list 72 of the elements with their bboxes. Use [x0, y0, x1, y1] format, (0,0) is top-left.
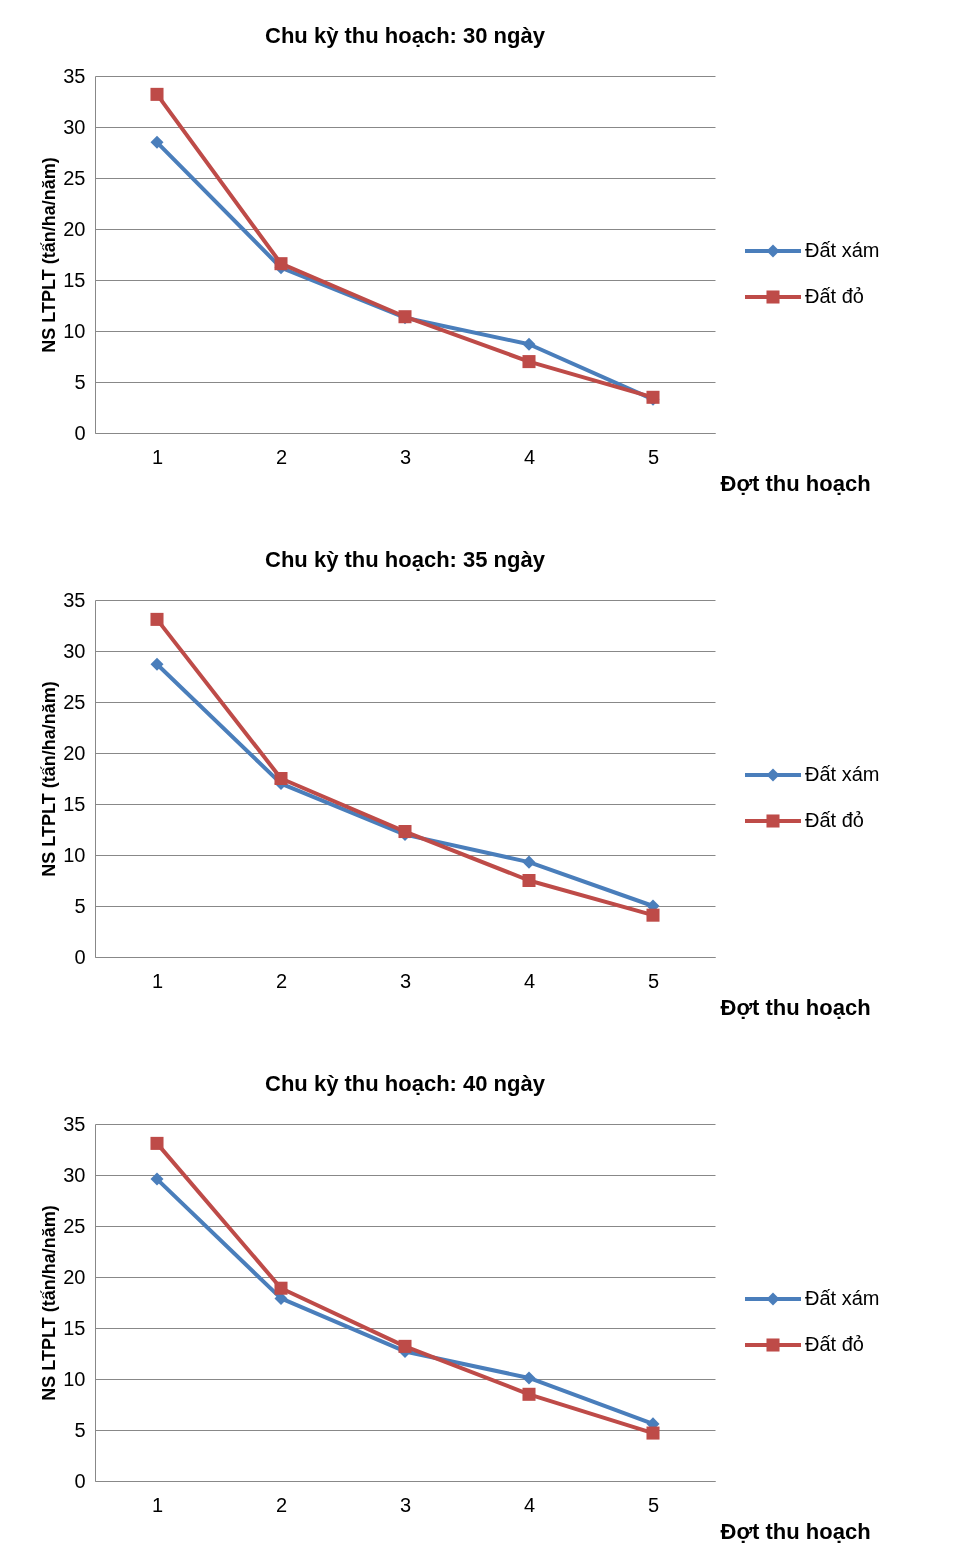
point [150, 87, 164, 101]
legend-label: Đất đỏ [805, 809, 864, 831]
y-tick-label: 0 [74, 1469, 86, 1492]
x-tick-label: 4 [523, 969, 536, 992]
point [150, 1136, 164, 1150]
x-tick-label: 3 [399, 1493, 412, 1516]
point [274, 257, 288, 271]
legend-label: Đất xám [805, 239, 880, 261]
x-axis-title: Đợt thu hoạch [720, 994, 871, 1020]
x-tick-label: 4 [523, 445, 536, 468]
y-tick-label: 20 [63, 217, 86, 240]
x-tick-label: 3 [399, 445, 412, 468]
y-tick-label: 10 [63, 843, 86, 866]
point [522, 337, 536, 351]
point [646, 908, 660, 922]
x-tick-label: 5 [647, 445, 660, 468]
x-tick-label: 5 [647, 969, 660, 992]
point [522, 355, 536, 369]
point [522, 855, 536, 869]
x-tick-label: 5 [647, 1493, 660, 1516]
x-axis-title: Đợt thu hoạch [720, 1518, 871, 1544]
point [274, 1281, 288, 1295]
x-tick-label: 2 [275, 1493, 288, 1516]
point [646, 1426, 660, 1440]
y-tick-label: 35 [63, 64, 86, 87]
y-tick-label: 5 [74, 894, 86, 917]
y-tick-label: 20 [63, 741, 86, 764]
x-tick-label: 4 [523, 1493, 536, 1516]
point [150, 657, 164, 671]
y-tick-label: 15 [63, 1316, 86, 1339]
y-tick-label: 35 [63, 1112, 86, 1135]
chart-title: Chu kỳ thu hoạch: 35 ngày [265, 547, 546, 572]
point [150, 1172, 164, 1186]
point [150, 612, 164, 626]
chart-title: Chu kỳ thu hoạch: 30 ngày [265, 23, 546, 48]
y-tick-label: 5 [74, 370, 86, 393]
point [522, 873, 536, 888]
y-axis-title: NS LTPLT (tấn/ha/năm) [39, 681, 60, 877]
x-tick-label: 1 [151, 969, 164, 992]
x-tick-label: 2 [275, 969, 288, 992]
y-tick-label: 30 [63, 1163, 86, 1186]
y-tick-label: 35 [63, 588, 86, 611]
y-tick-label: 30 [63, 639, 86, 662]
legend-label: Đất xám [805, 763, 880, 785]
y-tick-label: 25 [63, 690, 86, 713]
x-tick-label: 3 [399, 969, 412, 992]
point [398, 1339, 412, 1353]
x-tick-label: 1 [151, 445, 164, 468]
y-tick-label: 10 [63, 319, 86, 342]
y-tick-label: 25 [63, 166, 86, 189]
chart-title: Chu kỳ thu hoạch: 40 ngày [265, 1071, 546, 1096]
x-axis-title: Đợt thu hoạch [720, 470, 871, 496]
legend-label: Đất đỏ [805, 1333, 864, 1355]
y-tick-label: 30 [63, 115, 86, 138]
x-tick-label: 1 [151, 1493, 164, 1516]
y-tick-label: 25 [63, 1214, 86, 1237]
y-tick-label: 5 [74, 1418, 86, 1441]
y-tick-label: 15 [63, 268, 86, 291]
point [274, 771, 288, 786]
legend-label: Đất xám [805, 1287, 880, 1309]
y-axis-title: NS LTPLT (tấn/ha/năm) [39, 1205, 60, 1401]
y-tick-label: 10 [63, 1367, 86, 1390]
y-axis-title: NS LTPLT (tấn/ha/năm) [39, 157, 60, 353]
x-tick-label: 2 [275, 445, 288, 468]
y-tick-label: 20 [63, 1265, 86, 1288]
y-tick-label: 0 [74, 945, 86, 968]
y-tick-label: 15 [63, 792, 86, 815]
y-tick-label: 0 [74, 421, 86, 444]
point [150, 135, 164, 149]
point [522, 1371, 536, 1385]
legend-label: Đất đỏ [805, 285, 864, 307]
point [522, 1387, 536, 1401]
